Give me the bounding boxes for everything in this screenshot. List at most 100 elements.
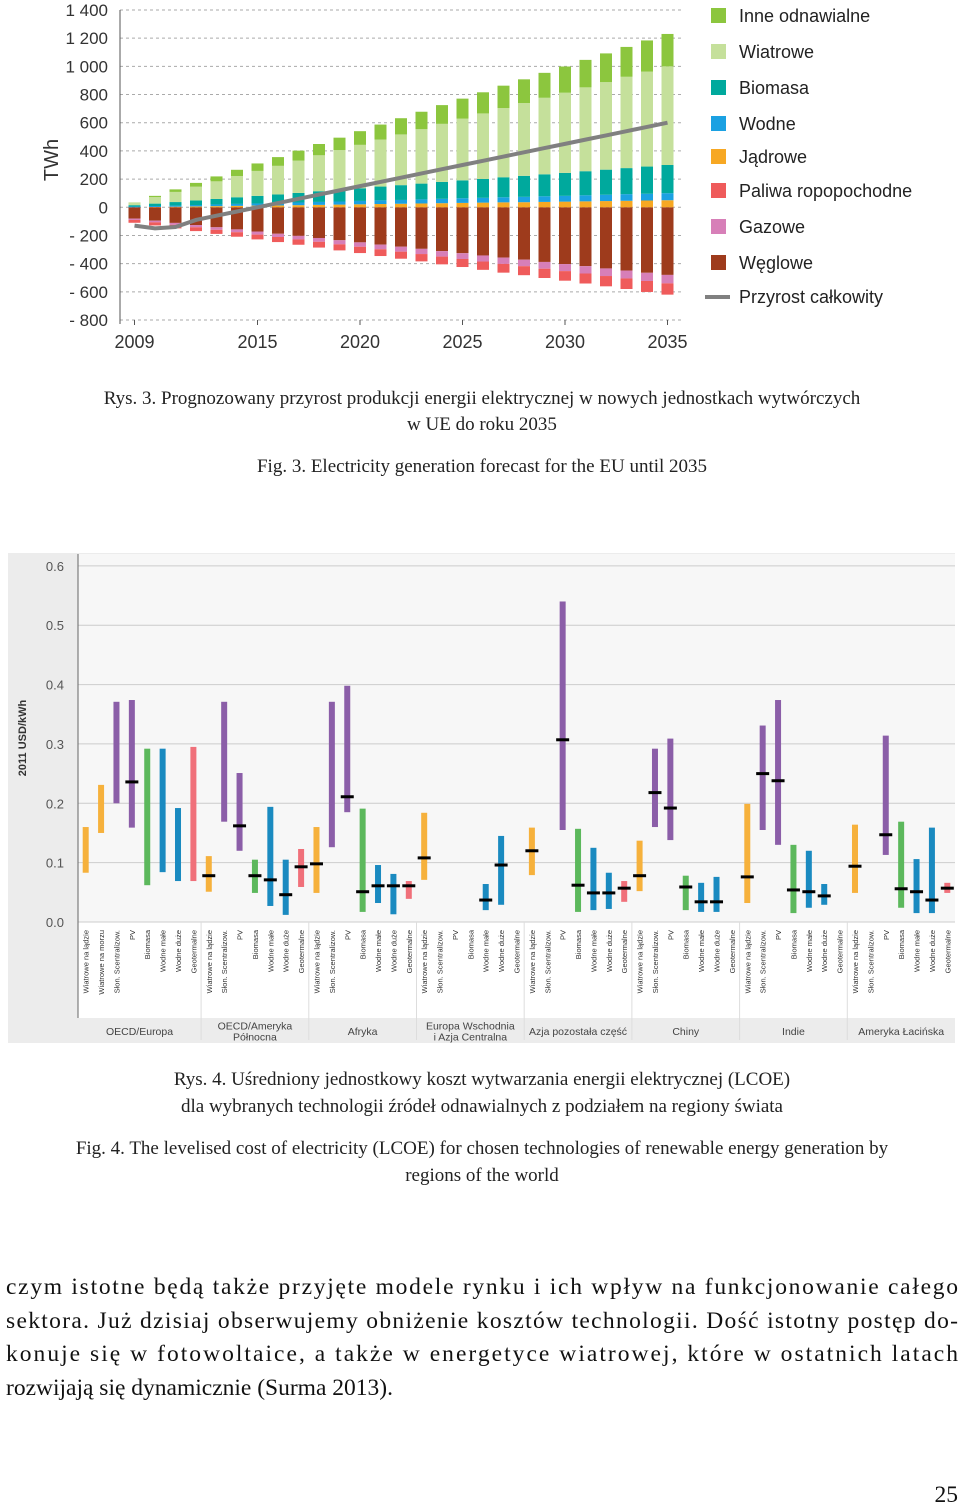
bar-segment [538,72,551,98]
bar-segment [272,165,284,195]
caption: Fig. 3. Electricity generation forecast … [257,456,707,477]
bar-segment [333,150,346,190]
bar-segment [559,172,571,196]
median-mark [417,856,431,860]
bar-segment [538,201,551,208]
bar-segment [190,227,202,232]
bar-segment [354,144,366,189]
bar-segment [374,207,387,245]
bar-segment [128,218,141,220]
bar-segment [354,188,366,201]
bar-segment [374,244,387,250]
median-mark [479,898,493,902]
category-label: Wodne małe [159,930,168,972]
bar-segment [436,123,448,182]
bar-segment [313,241,325,248]
range-bar [482,884,489,911]
y-axis-label: TWh [41,139,63,181]
bar-segment [477,197,489,203]
region-label: Indie [782,1026,805,1038]
range-bar [682,875,689,911]
bar-segment [128,206,141,208]
range-bar [282,859,289,915]
x-tick-label: 2020 [340,332,380,352]
bar-segment [210,206,223,208]
bar-segment [128,205,141,207]
bar-segment [579,87,592,172]
caption: Rys. 4. Uśredniony jednostkowy koszt wyt… [174,1069,790,1090]
bar-segment [456,253,469,259]
median-mark [648,791,662,795]
range-bar [98,784,105,833]
category-label: Biomasa [682,929,691,959]
x-tick-label: 2025 [442,332,482,352]
range-bar [159,748,166,873]
bar-segment [620,194,633,201]
category-label: PV [559,930,568,940]
bar-segment [497,85,510,109]
bar-segment [477,178,489,198]
bar-segment [559,207,571,265]
caption: Fig. 4. The levelised cost of electricit… [76,1138,889,1159]
bar-segment [477,255,489,262]
bar-segment [415,203,428,208]
category-label: Słon. Scentralizow. [759,930,768,993]
bar-segment [231,229,243,233]
bar-segment [559,264,571,272]
category-label: Biomasa [466,929,475,959]
bar-segment [272,157,284,166]
bar-segment [292,207,305,236]
median-mark [202,874,216,878]
page-number: 25 [935,1482,959,1507]
bar-segment [354,131,366,145]
bar-segment [497,263,510,273]
bar-segment [620,200,633,208]
bar-segment [641,200,653,208]
bar-segment [600,53,612,83]
category-label: Wodne duże [174,930,183,972]
category-label: Słon. Scentralizow. [436,930,445,993]
category-label: Geotermalne [513,930,522,973]
bar-segment [497,202,510,208]
bar-segment [415,111,428,130]
bar-segment [641,280,653,292]
category-label: Wiatrowe na lądzie [82,930,91,993]
bar-segment [456,98,469,119]
category-label: Geotermalne [728,930,737,973]
bar-segment [190,205,202,207]
y-tick-label: 400 [80,142,108,161]
chart2-label-area [78,922,955,1018]
bar-segment [169,207,182,223]
legend-swatch [711,80,726,95]
median-mark [340,795,354,799]
range-bar [328,701,335,848]
range-bar [667,738,674,841]
bar-segment [456,198,469,203]
median-mark [571,883,585,887]
x-tick-label: 2035 [647,332,687,352]
category-label: Wodne małe [482,930,491,972]
body-line: sektora. Już dzisiaj obserwujemy obniżen… [6,1308,958,1334]
category-label: Słon. Scentralizow. [866,930,875,993]
y-tick-label: 0.4 [46,678,64,693]
range-bar [805,850,812,908]
median-mark [556,738,570,742]
bar-segment [210,198,223,205]
bar-segment [641,166,653,194]
category-label: Geotermalne [836,930,845,973]
legend-swatch [711,116,726,131]
bar-segment [313,204,325,208]
legend-label: Wodne [739,114,796,134]
y-tick-label: 1 400 [65,1,108,20]
bar-segment [251,234,264,240]
bar-segment [436,203,448,208]
category-label: Biomasa [251,929,260,959]
category-label: Wiatrowe na lądzie [420,930,429,993]
bar-segment [456,180,469,199]
median-mark [771,779,785,783]
bar-segment [128,219,141,223]
bar-segment [149,203,161,207]
y-tick-label: 0.3 [46,737,64,752]
bar-segment [313,201,325,205]
category-label: Słon. Scentralizow. [651,930,660,993]
